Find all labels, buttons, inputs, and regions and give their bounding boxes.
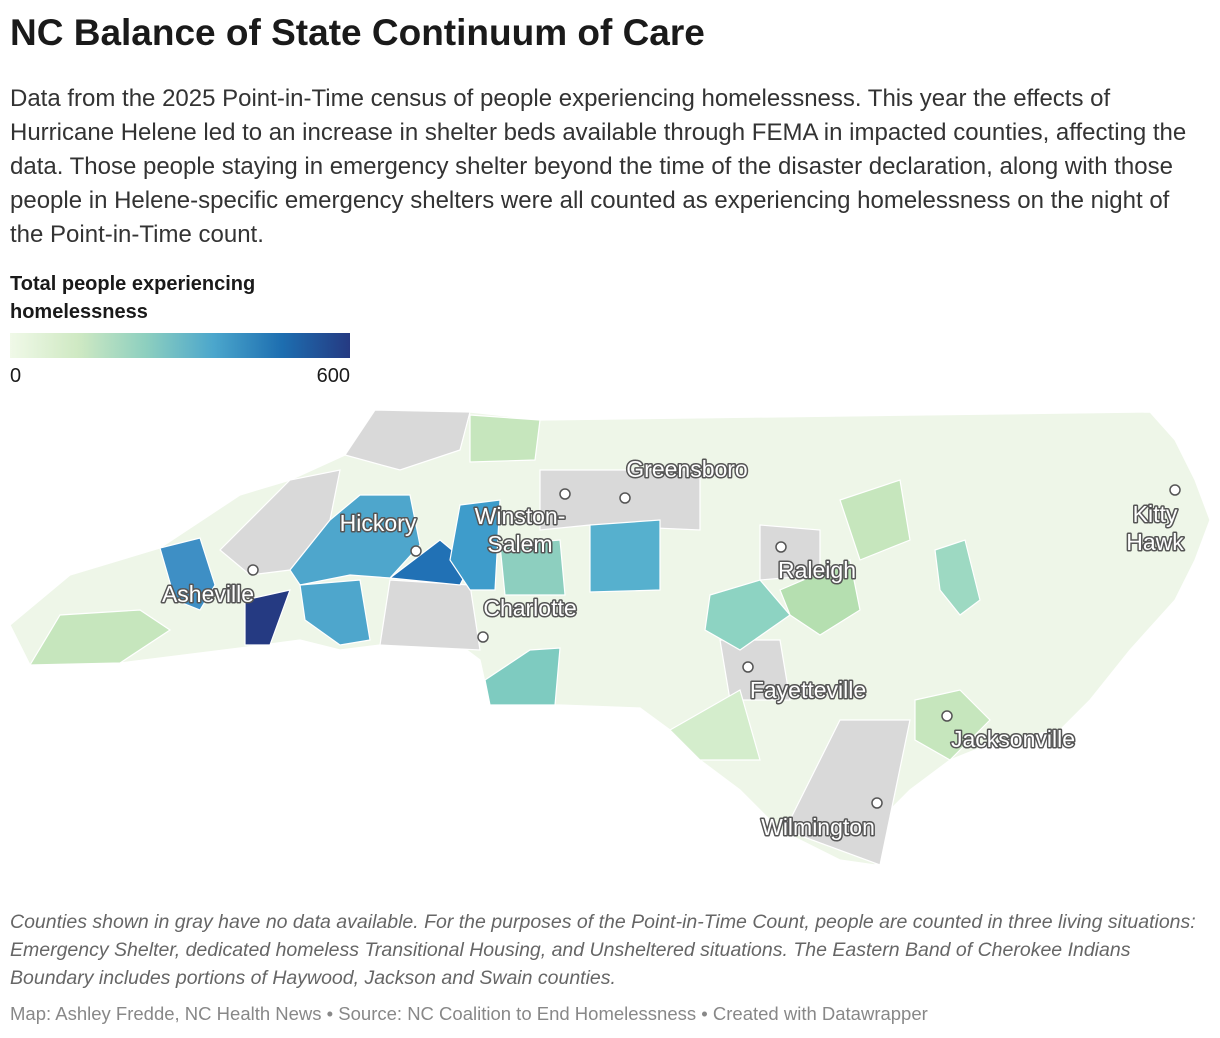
- title: NC Balance of State Continuum of Care: [10, 12, 705, 53]
- county: [914, 689, 991, 761]
- city-label: Hickory: [340, 510, 417, 536]
- city-dot: [871, 797, 883, 809]
- county: [784, 719, 911, 866]
- county: [344, 409, 471, 471]
- footnote: Counties shown in gray have no data avai…: [10, 911, 1196, 989]
- county: [289, 494, 421, 586]
- description: Data from the 2025 Point-in-Time census …: [10, 85, 1187, 248]
- city-label: Jacksonville: [951, 726, 1075, 752]
- city-label: Raleigh: [778, 557, 856, 583]
- city-dot: [775, 541, 787, 553]
- county: [484, 647, 561, 706]
- city-dot: [477, 631, 489, 643]
- city-label: Charlotte: [483, 595, 576, 621]
- legend-tick: 0: [10, 365, 22, 387]
- county: [28, 609, 172, 666]
- city-dot: [941, 710, 953, 722]
- counties: [9, 409, 1211, 866]
- city-dot: [742, 661, 754, 673]
- legend-title: Total people experiencing homelessness: [10, 273, 256, 323]
- county: [934, 539, 981, 616]
- county: [499, 539, 566, 596]
- county: [244, 589, 291, 646]
- city-dot: [1169, 484, 1181, 496]
- county: [299, 579, 371, 646]
- county: [379, 579, 481, 651]
- county: [719, 639, 791, 701]
- city-label: Fayetteville: [750, 677, 866, 703]
- city-dot: [410, 545, 422, 557]
- county: [449, 499, 501, 591]
- city-label: Wilmington: [761, 814, 875, 840]
- city-label: Winston-: [475, 503, 566, 529]
- legend-gradient: [10, 333, 350, 358]
- city-label: Greensboro: [626, 456, 747, 482]
- city-label: Salem: [487, 531, 552, 557]
- city-dot: [619, 492, 631, 504]
- county: [839, 479, 911, 561]
- county: [669, 689, 761, 761]
- county: [159, 537, 216, 611]
- credits: Map: Ashley Fredde, NC Health News • Sou…: [10, 1003, 928, 1024]
- city-labels: Greensboro Winston-Salem Hickory Asheville C…: [160, 455, 1185, 842]
- county: [589, 519, 661, 593]
- county: [779, 559, 861, 636]
- county: [704, 579, 791, 651]
- county: [469, 414, 541, 463]
- city-dot: [559, 488, 571, 500]
- legend-tick: 600: [316, 365, 350, 387]
- city-label: Asheville: [162, 581, 254, 607]
- city-label: Kitty: [1133, 501, 1178, 527]
- city-dot: [247, 564, 259, 576]
- city-label: Hawk: [1126, 529, 1184, 555]
